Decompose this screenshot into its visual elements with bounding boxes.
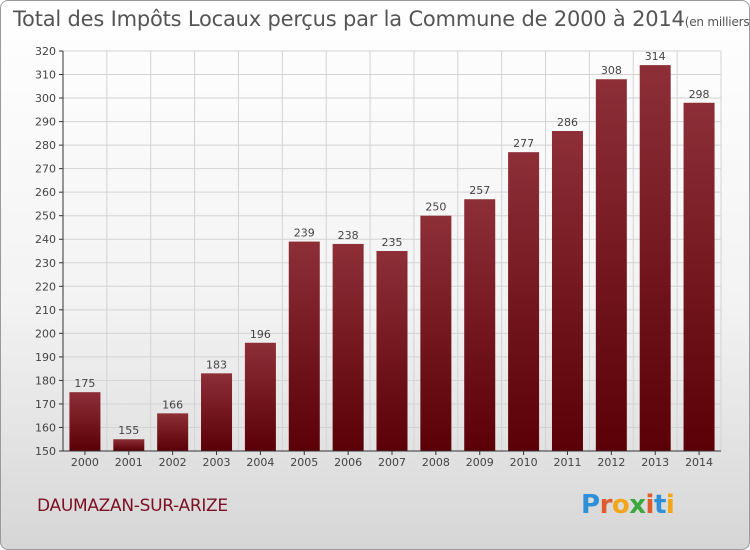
y-tick-label: 320 — [35, 45, 56, 58]
bar-value-label: 314 — [645, 50, 666, 63]
y-tick-label: 170 — [35, 398, 56, 411]
y-tick-label: 210 — [35, 304, 56, 317]
bar — [113, 439, 145, 451]
bar-value-label: 308 — [601, 64, 622, 77]
x-tick-label: 2006 — [334, 456, 362, 469]
bar-value-label: 166 — [162, 398, 183, 411]
bar-value-label: 196 — [250, 328, 271, 341]
bar-value-label: 250 — [425, 201, 446, 214]
proxiti-logo: Proxiti — [581, 490, 675, 520]
x-tick-label: 2003 — [203, 456, 231, 469]
bar — [551, 131, 583, 451]
y-tick-label: 250 — [35, 210, 56, 223]
bar — [508, 152, 540, 452]
x-tick-label: 2011 — [553, 456, 581, 469]
value-labels: 175 155 166 183 196 239 238 235 250 257 277 286 308 3… — [74, 50, 709, 437]
logo-letter: o — [611, 490, 630, 520]
y-tick-label: 200 — [35, 327, 56, 340]
axes: 150 160 170 180 190 200 210 220 230 240 250 260 270 2… — [35, 45, 721, 469]
x-tick-label: 2014 — [685, 456, 713, 469]
bar-value-label: 277 — [513, 137, 534, 150]
y-tick-label: 160 — [35, 421, 56, 434]
bar-value-label: 286 — [557, 116, 578, 129]
bar — [420, 215, 452, 451]
bar — [464, 199, 496, 451]
bar-value-label: 298 — [689, 88, 710, 101]
y-tick-label: 190 — [35, 351, 56, 364]
bar-value-label: 175 — [74, 377, 95, 390]
bar-value-label: 155 — [118, 424, 139, 437]
bar — [332, 243, 364, 451]
x-tick-label: 2010 — [510, 456, 538, 469]
bar — [683, 102, 715, 451]
bar — [201, 373, 233, 451]
y-tick-label: 180 — [35, 374, 56, 387]
y-tick-label: 220 — [35, 280, 56, 293]
x-tick-label: 2012 — [597, 456, 625, 469]
bars — [69, 65, 715, 452]
x-tick-label: 2001 — [115, 456, 143, 469]
x-tick-label: 2005 — [290, 456, 318, 469]
commune-name: DAUMAZAN-SUR-ARIZE — [37, 496, 228, 516]
bar-value-label: 238 — [338, 229, 359, 242]
y-tick-label: 150 — [35, 445, 56, 458]
bar-value-label: 239 — [294, 227, 315, 240]
logo-letter: x — [629, 490, 646, 520]
bar-value-label: 257 — [469, 184, 490, 197]
x-tick-label: 2008 — [422, 456, 450, 469]
y-tick-label: 280 — [35, 139, 56, 152]
y-tick-label: 240 — [35, 233, 56, 246]
logo-letter: i — [645, 490, 655, 520]
bar — [376, 251, 408, 451]
bar — [244, 342, 276, 451]
chart-title-main: Total des Impôts Locaux perçus par la Co… — [13, 7, 685, 31]
bar — [639, 65, 671, 451]
logo-letter: i — [665, 490, 675, 520]
x-tick-label: 2002 — [159, 456, 187, 469]
chart-title-unit: (en milliers d'€) — [684, 15, 750, 29]
bar — [69, 392, 101, 451]
bar — [157, 413, 189, 451]
logo-letter: P — [581, 490, 600, 520]
logo-letter: r — [599, 490, 613, 520]
bar-value-label: 183 — [206, 358, 227, 371]
x-tick-label: 2009 — [466, 456, 494, 469]
logo-letter: t — [653, 490, 666, 520]
y-tick-label: 230 — [35, 257, 56, 270]
x-tick-label: 2000 — [71, 456, 99, 469]
x-tick-label: 2004 — [246, 456, 274, 469]
y-tick-label: 290 — [35, 116, 56, 129]
y-tick-label: 270 — [35, 163, 56, 176]
bar — [288, 241, 320, 451]
x-tick-label: 2007 — [378, 456, 406, 469]
x-tick-label: 2013 — [641, 456, 669, 469]
y-tick-label: 300 — [35, 92, 56, 105]
bar — [595, 79, 627, 451]
chart-title: Total des Impôts Locaux perçus par la Co… — [13, 7, 750, 31]
y-tick-label: 310 — [35, 69, 56, 82]
bar-value-label: 235 — [382, 236, 403, 249]
y-tick-label: 260 — [35, 186, 56, 199]
